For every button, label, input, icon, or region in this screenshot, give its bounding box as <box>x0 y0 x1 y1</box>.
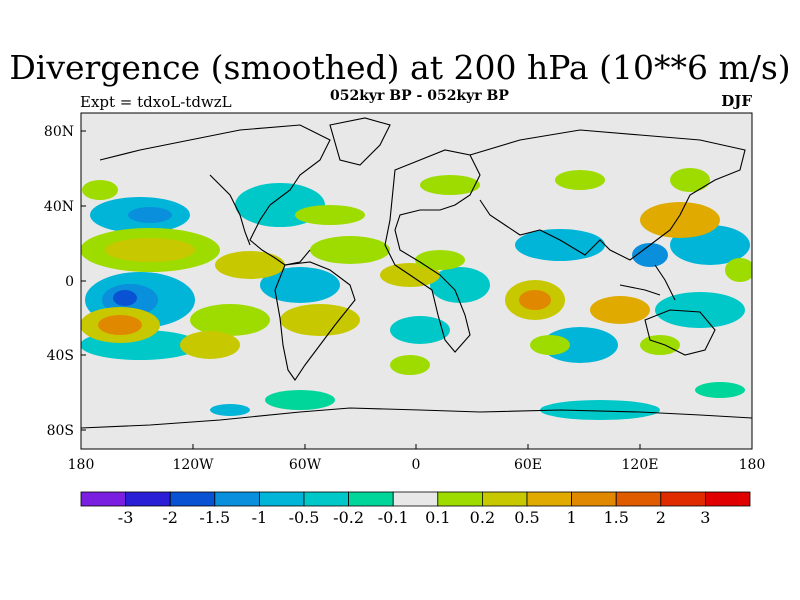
colorbar-swatch <box>169 491 216 507</box>
colorbar-label: -2 <box>162 508 178 527</box>
colorbar-swatch <box>392 491 439 507</box>
colorbar-label: -0.1 <box>378 508 409 527</box>
colorbar-swatch <box>526 491 572 507</box>
colorbar-label: 1 <box>567 508 577 527</box>
colorbar-label: -1.5 <box>199 508 230 527</box>
chart-title: Divergence (smoothed) at 200 hPa (10**6 … <box>9 48 791 87</box>
colorbar-swatch <box>80 491 126 507</box>
colorbar-label: -0.2 <box>333 508 364 527</box>
lat-tick-label: 40N <box>44 199 74 215</box>
lat-axis: 80N 40N 0 40S 80S <box>44 124 86 439</box>
period-label: 052kyr BP - 052kyr BP <box>330 88 509 104</box>
lon-tick-label: 120W <box>172 457 214 473</box>
colorbar-swatch <box>258 491 305 507</box>
lon-tick-label: 60W <box>289 457 322 473</box>
lon-tick-label: 180 <box>739 457 766 473</box>
colorbar-swatch <box>348 491 394 507</box>
lat-tick-label: 40S <box>47 348 74 364</box>
lon-axis: 180 120W 60W 0 60E 120E 180 <box>68 444 766 473</box>
colorbar-label: 2 <box>656 508 666 527</box>
lon-tick-label: 180 <box>68 457 95 473</box>
lat-tick-label: 80S <box>47 423 74 439</box>
experiment-label: Expt = tdxoL-tdwzL <box>80 93 232 111</box>
colorbar-label: 0.1 <box>425 508 450 527</box>
colorbar-label: -0.5 <box>289 508 320 527</box>
season-label: DJF <box>721 92 752 110</box>
coastlines <box>81 117 752 429</box>
colorbar-swatch <box>481 491 528 507</box>
lon-tick-label: 60E <box>514 457 542 473</box>
colorbar-swatch <box>705 491 751 507</box>
colorbar-swatch <box>214 491 260 507</box>
colorbar-label: 3 <box>700 508 710 527</box>
lon-tick-label: 0 <box>412 457 421 473</box>
lat-tick-label: 0 <box>65 274 74 290</box>
colorbar-swatch <box>660 491 706 507</box>
colorbar-swatch <box>125 491 171 507</box>
colorbar-swatch <box>615 491 662 507</box>
lon-tick-label: 120E <box>622 457 659 473</box>
colorbar-label: -3 <box>118 508 134 527</box>
lat-tick-label: 80N <box>44 124 74 140</box>
colorbar-label: 0.5 <box>514 508 539 527</box>
colorbar-label: 0.2 <box>470 508 495 527</box>
colorbar-label: 1.5 <box>603 508 628 527</box>
colorbar-swatch <box>303 491 349 507</box>
colorbar-swatch <box>571 491 617 507</box>
divergence-field <box>81 168 752 420</box>
colorbar-label: -1 <box>252 508 268 527</box>
colorbar-swatch <box>437 491 483 507</box>
